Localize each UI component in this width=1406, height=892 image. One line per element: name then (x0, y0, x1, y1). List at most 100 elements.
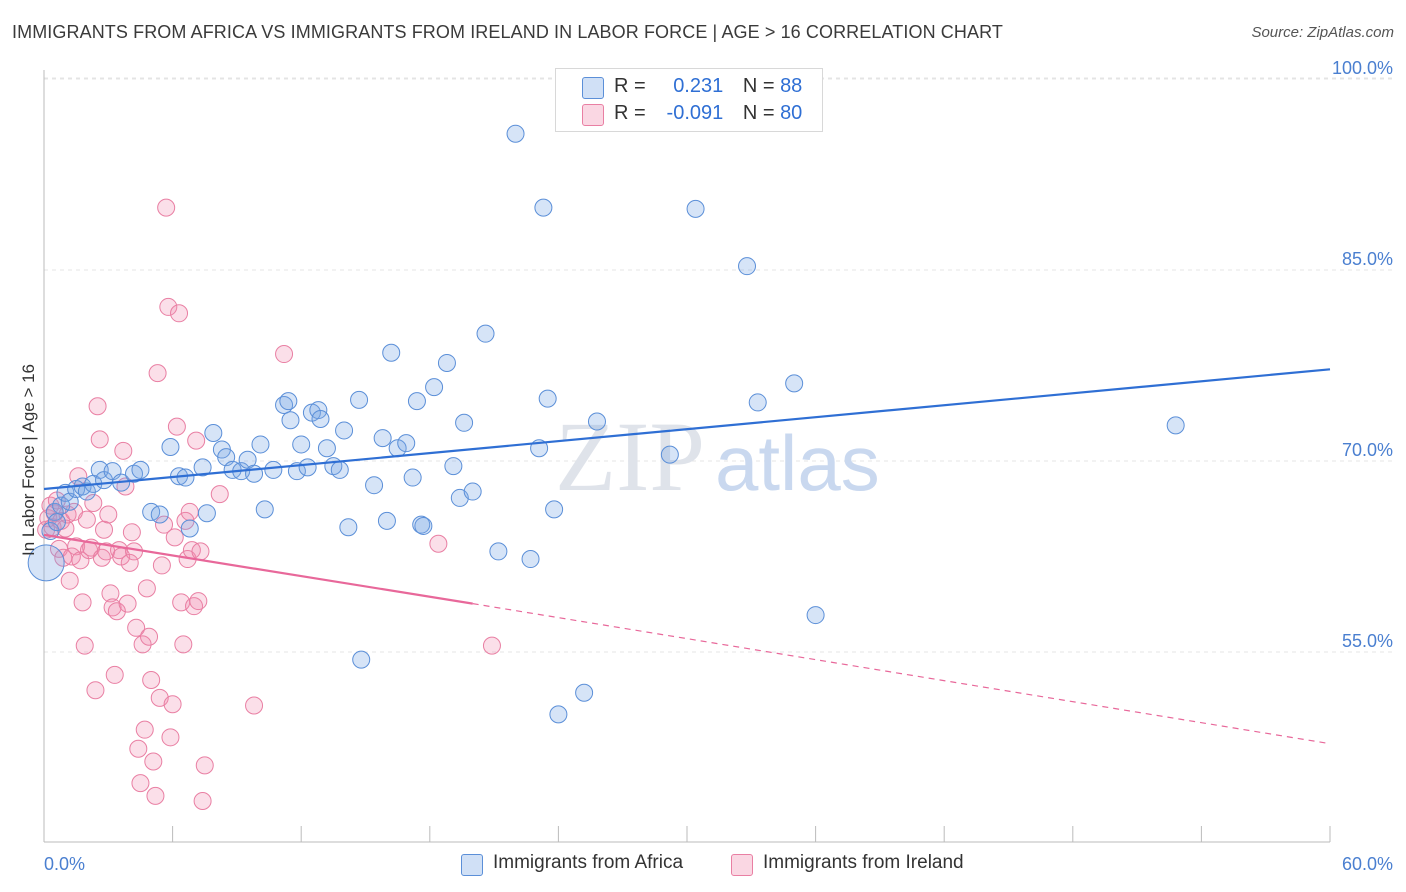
africa-point (545, 500, 564, 519)
africa-point (476, 324, 495, 343)
ireland-point (157, 198, 176, 217)
y-tick-label: 55.0% (1342, 631, 1393, 651)
africa-point (748, 393, 767, 412)
africa-point (281, 411, 300, 430)
legend-r-label-ireland: R = (614, 102, 646, 124)
ireland-point (122, 523, 141, 542)
ireland-point (167, 417, 186, 436)
watermark-atlas: atlas (715, 419, 880, 507)
africa-point (506, 124, 525, 143)
africa-point (403, 468, 422, 487)
ireland-point (180, 502, 199, 521)
africa-point (738, 257, 757, 276)
ireland-point (161, 728, 180, 747)
ireland-trend-line-extrapolated (472, 603, 1331, 745)
africa-point (330, 460, 349, 479)
legend-n-label-africa: N = (742, 75, 775, 97)
africa-point (27, 544, 65, 582)
africa-point (298, 458, 317, 477)
africa-point (425, 378, 444, 397)
y-tick-label: 100.0% (1332, 58, 1393, 78)
legend-n-value-africa: 88 (780, 75, 803, 97)
ireland-point (101, 584, 120, 603)
ireland-point (193, 791, 212, 810)
legend: R = 0.231 N = 88 R = -0.091 N = 80 (555, 68, 823, 132)
ireland-point (137, 579, 156, 598)
ireland-point (118, 594, 137, 613)
legend-swatch-africa (582, 77, 604, 99)
africa-point (377, 511, 396, 530)
ireland-point (159, 297, 178, 316)
africa-point (660, 445, 679, 464)
africa-point (255, 500, 274, 519)
bottom-legend-label-africa: Immigrants from Africa (493, 852, 684, 873)
ireland-point (90, 430, 109, 449)
africa-point (373, 429, 392, 448)
africa-point (309, 401, 328, 420)
tick-labels: 55.0% 70.0% 85.0% 100.0% 0.0% 60.0% (44, 58, 1393, 874)
y-tick-label: 70.0% (1342, 440, 1393, 460)
africa-point (686, 199, 705, 218)
africa-point (397, 434, 416, 453)
ireland-point (195, 756, 214, 775)
africa-point (382, 343, 401, 362)
africa-point (521, 550, 540, 569)
africa-point (131, 460, 150, 479)
ireland-point (131, 774, 150, 793)
africa-point (251, 435, 270, 454)
africa-point (245, 464, 264, 483)
y-axis-label: In Labor Force | Age > 16 (19, 364, 38, 556)
ireland-point (146, 786, 165, 805)
x-tick-label: 0.0% (44, 854, 85, 874)
ireland-point (210, 485, 229, 504)
legend-n-value-ireland: 80 (780, 102, 803, 124)
africa-point (1166, 416, 1185, 435)
x-tick-label: 60.0% (1342, 854, 1393, 874)
legend-n-label-ireland: N = (742, 102, 775, 124)
ireland-point (163, 695, 182, 714)
legend-r-value-ireland: -0.091 (666, 102, 724, 124)
ireland-point (105, 665, 124, 684)
africa-point (180, 519, 199, 538)
ireland-point (77, 510, 96, 529)
ireland-point (275, 345, 294, 364)
africa-point (339, 518, 358, 537)
ireland-point (73, 593, 92, 612)
ireland-point (99, 505, 118, 524)
ireland-point (148, 364, 167, 383)
africa-point (47, 513, 66, 532)
ireland-point (187, 431, 206, 450)
africa-point (806, 606, 825, 625)
ireland-point (114, 441, 133, 460)
watermark-zip: ZIP (555, 401, 705, 512)
africa-point (161, 437, 180, 456)
ireland-point (88, 397, 107, 416)
ireland-point (60, 571, 79, 590)
africa-point (365, 476, 384, 495)
africa-point (264, 460, 283, 479)
africa-point (785, 374, 804, 393)
ireland-point (165, 528, 184, 547)
africa-point (534, 198, 553, 217)
ireland-point (107, 602, 126, 621)
africa-point (437, 353, 456, 372)
ireland-point (155, 515, 174, 534)
ireland-point (189, 592, 208, 611)
ireland-point (191, 542, 210, 561)
ireland-point (84, 494, 103, 513)
ireland-point (86, 681, 105, 700)
chart-title: IMMIGRANTS FROM AFRICA VS IMMIGRANTS FRO… (12, 22, 1003, 42)
legend-swatch-ireland (582, 104, 604, 126)
ireland-point (482, 636, 501, 655)
africa-point (197, 504, 216, 523)
source-label: Source: ZipAtlas.com (1251, 24, 1394, 41)
ireland-point (174, 635, 193, 654)
trend-lines (43, 368, 1331, 745)
ireland-point (125, 542, 144, 561)
watermark: ZIP atlas (555, 401, 880, 512)
africa-point (193, 458, 212, 477)
africa-point (56, 483, 75, 502)
y-tick-label: 85.0% (1342, 249, 1393, 269)
legend-r-label-africa: R = (614, 75, 646, 97)
